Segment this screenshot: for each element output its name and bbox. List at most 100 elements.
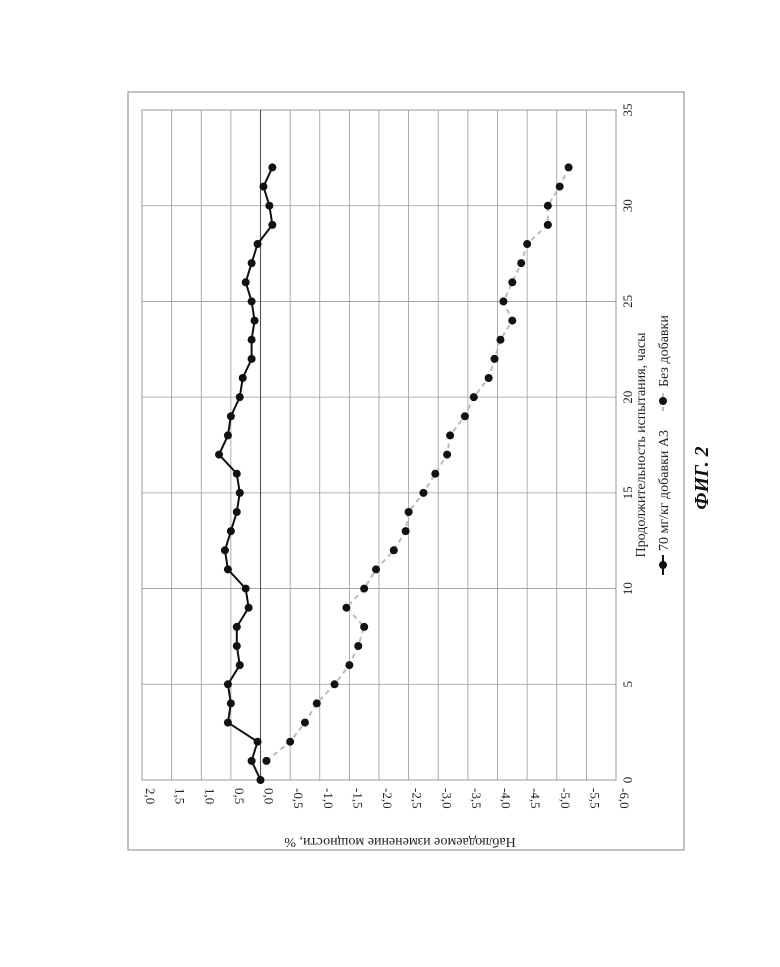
y-tick-label: -0,5 xyxy=(291,788,306,809)
data-point-series-1 xyxy=(259,183,267,191)
data-point-series-1 xyxy=(248,757,256,765)
data-point-series-2 xyxy=(565,163,573,171)
x-tick-label: 5 xyxy=(620,681,635,688)
data-point-series-2 xyxy=(446,431,454,439)
data-point-series-1 xyxy=(227,527,235,535)
data-point-series-2 xyxy=(556,183,564,191)
data-point-series-1 xyxy=(245,604,253,612)
data-point-series-1 xyxy=(268,221,276,229)
data-point-series-2 xyxy=(491,355,499,363)
data-point-series-2 xyxy=(499,297,507,305)
data-point-series-2 xyxy=(345,661,353,669)
data-point-series-1 xyxy=(236,661,244,669)
data-point-series-1 xyxy=(224,431,232,439)
data-point-series-1 xyxy=(248,355,256,363)
legend-item-1: 70 мг/кг добавки А3 xyxy=(657,430,672,575)
data-point-series-2 xyxy=(354,642,362,650)
gridlines xyxy=(142,110,616,780)
data-point-series-1 xyxy=(242,278,250,286)
legend-label-1: 70 мг/кг добавки А3 xyxy=(657,430,672,551)
data-point-series-2 xyxy=(523,240,531,248)
data-point-series-1 xyxy=(224,719,232,727)
data-point-series-2 xyxy=(431,470,439,478)
data-point-series-1 xyxy=(221,546,229,554)
y-tick-label: -1,0 xyxy=(321,788,336,809)
data-point-series-2 xyxy=(405,508,413,516)
data-point-series-2 xyxy=(419,489,427,497)
data-point-series-1 xyxy=(239,374,247,382)
data-point-series-1 xyxy=(233,508,241,516)
data-point-series-1 xyxy=(257,776,265,784)
data-point-series-1 xyxy=(248,336,256,344)
data-point-series-1 xyxy=(248,297,256,305)
data-point-series-1 xyxy=(254,240,262,248)
x-tick-label: 25 xyxy=(620,295,635,308)
series-layer xyxy=(215,163,573,784)
data-point-series-2 xyxy=(461,412,469,420)
data-point-series-2 xyxy=(443,451,451,459)
data-point-series-1 xyxy=(233,623,241,631)
data-point-series-1 xyxy=(227,699,235,707)
y-tick-label: -4,5 xyxy=(528,788,543,809)
data-point-series-2 xyxy=(485,374,493,382)
x-tick-label: 0 xyxy=(620,777,635,784)
data-point-series-1 xyxy=(224,565,232,573)
data-point-series-1 xyxy=(236,393,244,401)
data-point-series-2 xyxy=(517,259,525,267)
y-tick-label: -2,0 xyxy=(380,788,395,809)
y-tick-label: -5,0 xyxy=(558,788,573,809)
data-point-series-2 xyxy=(331,680,339,688)
x-axis-title: Продолжительность испытания, часы xyxy=(634,332,649,558)
y-tick-label: 1,5 xyxy=(173,788,188,804)
y-tick-label: 0,5 xyxy=(232,788,247,804)
data-point-series-2 xyxy=(372,565,380,573)
legend-marker-1 xyxy=(659,561,667,569)
data-point-series-1 xyxy=(236,489,244,497)
legend-label-2: Без добавки xyxy=(657,315,672,387)
data-point-series-2 xyxy=(508,317,516,325)
series-line-2 xyxy=(266,167,568,760)
data-point-series-2 xyxy=(262,757,270,765)
data-point-series-1 xyxy=(233,470,241,478)
y-tick-label: 1,0 xyxy=(202,788,217,804)
data-point-series-2 xyxy=(360,623,368,631)
y-tick-label: -2,5 xyxy=(410,788,425,809)
y-tick-label: -6,0 xyxy=(617,788,632,809)
legend: 70 мг/кг добавки А3 Без добавки xyxy=(657,315,672,575)
data-point-series-2 xyxy=(544,221,552,229)
figure-caption: ФИГ. 2 xyxy=(691,446,713,509)
y-tick-label: -1,5 xyxy=(350,788,365,809)
data-point-series-2 xyxy=(390,546,398,554)
legend-item-2: Без добавки xyxy=(657,315,672,411)
x-tick-label: 15 xyxy=(620,486,635,499)
x-tick-label: 20 xyxy=(620,391,635,404)
y-axis-title: Наблюдаемое изменение мощности, % xyxy=(284,834,516,849)
y-tick-label: 0,0 xyxy=(262,788,277,804)
data-point-series-1 xyxy=(254,738,262,746)
data-point-series-1 xyxy=(242,585,250,593)
data-point-series-2 xyxy=(470,393,478,401)
data-point-series-1 xyxy=(215,451,223,459)
data-point-series-2 xyxy=(544,202,552,210)
x-tick-label: 35 xyxy=(620,104,635,117)
data-point-series-2 xyxy=(301,719,309,727)
x-tick-label: 10 xyxy=(620,582,635,595)
data-point-series-2 xyxy=(342,604,350,612)
x-tick-label: 30 xyxy=(620,199,635,212)
y-tick-label: -4,0 xyxy=(499,788,514,809)
y-tick-label: -3,5 xyxy=(469,788,484,809)
data-point-series-1 xyxy=(268,163,276,171)
data-point-series-1 xyxy=(265,202,273,210)
y-tick-label: -3,0 xyxy=(439,788,454,809)
data-point-series-1 xyxy=(248,259,256,267)
legend-marker-2 xyxy=(659,397,667,405)
y-tick-label: -5,5 xyxy=(587,788,602,809)
data-point-series-2 xyxy=(360,585,368,593)
y-tick-label: 2,0 xyxy=(143,788,158,804)
data-point-series-2 xyxy=(508,278,516,286)
data-point-series-2 xyxy=(313,699,321,707)
data-point-series-1 xyxy=(227,412,235,420)
data-point-series-2 xyxy=(402,527,410,535)
data-point-series-1 xyxy=(251,317,259,325)
